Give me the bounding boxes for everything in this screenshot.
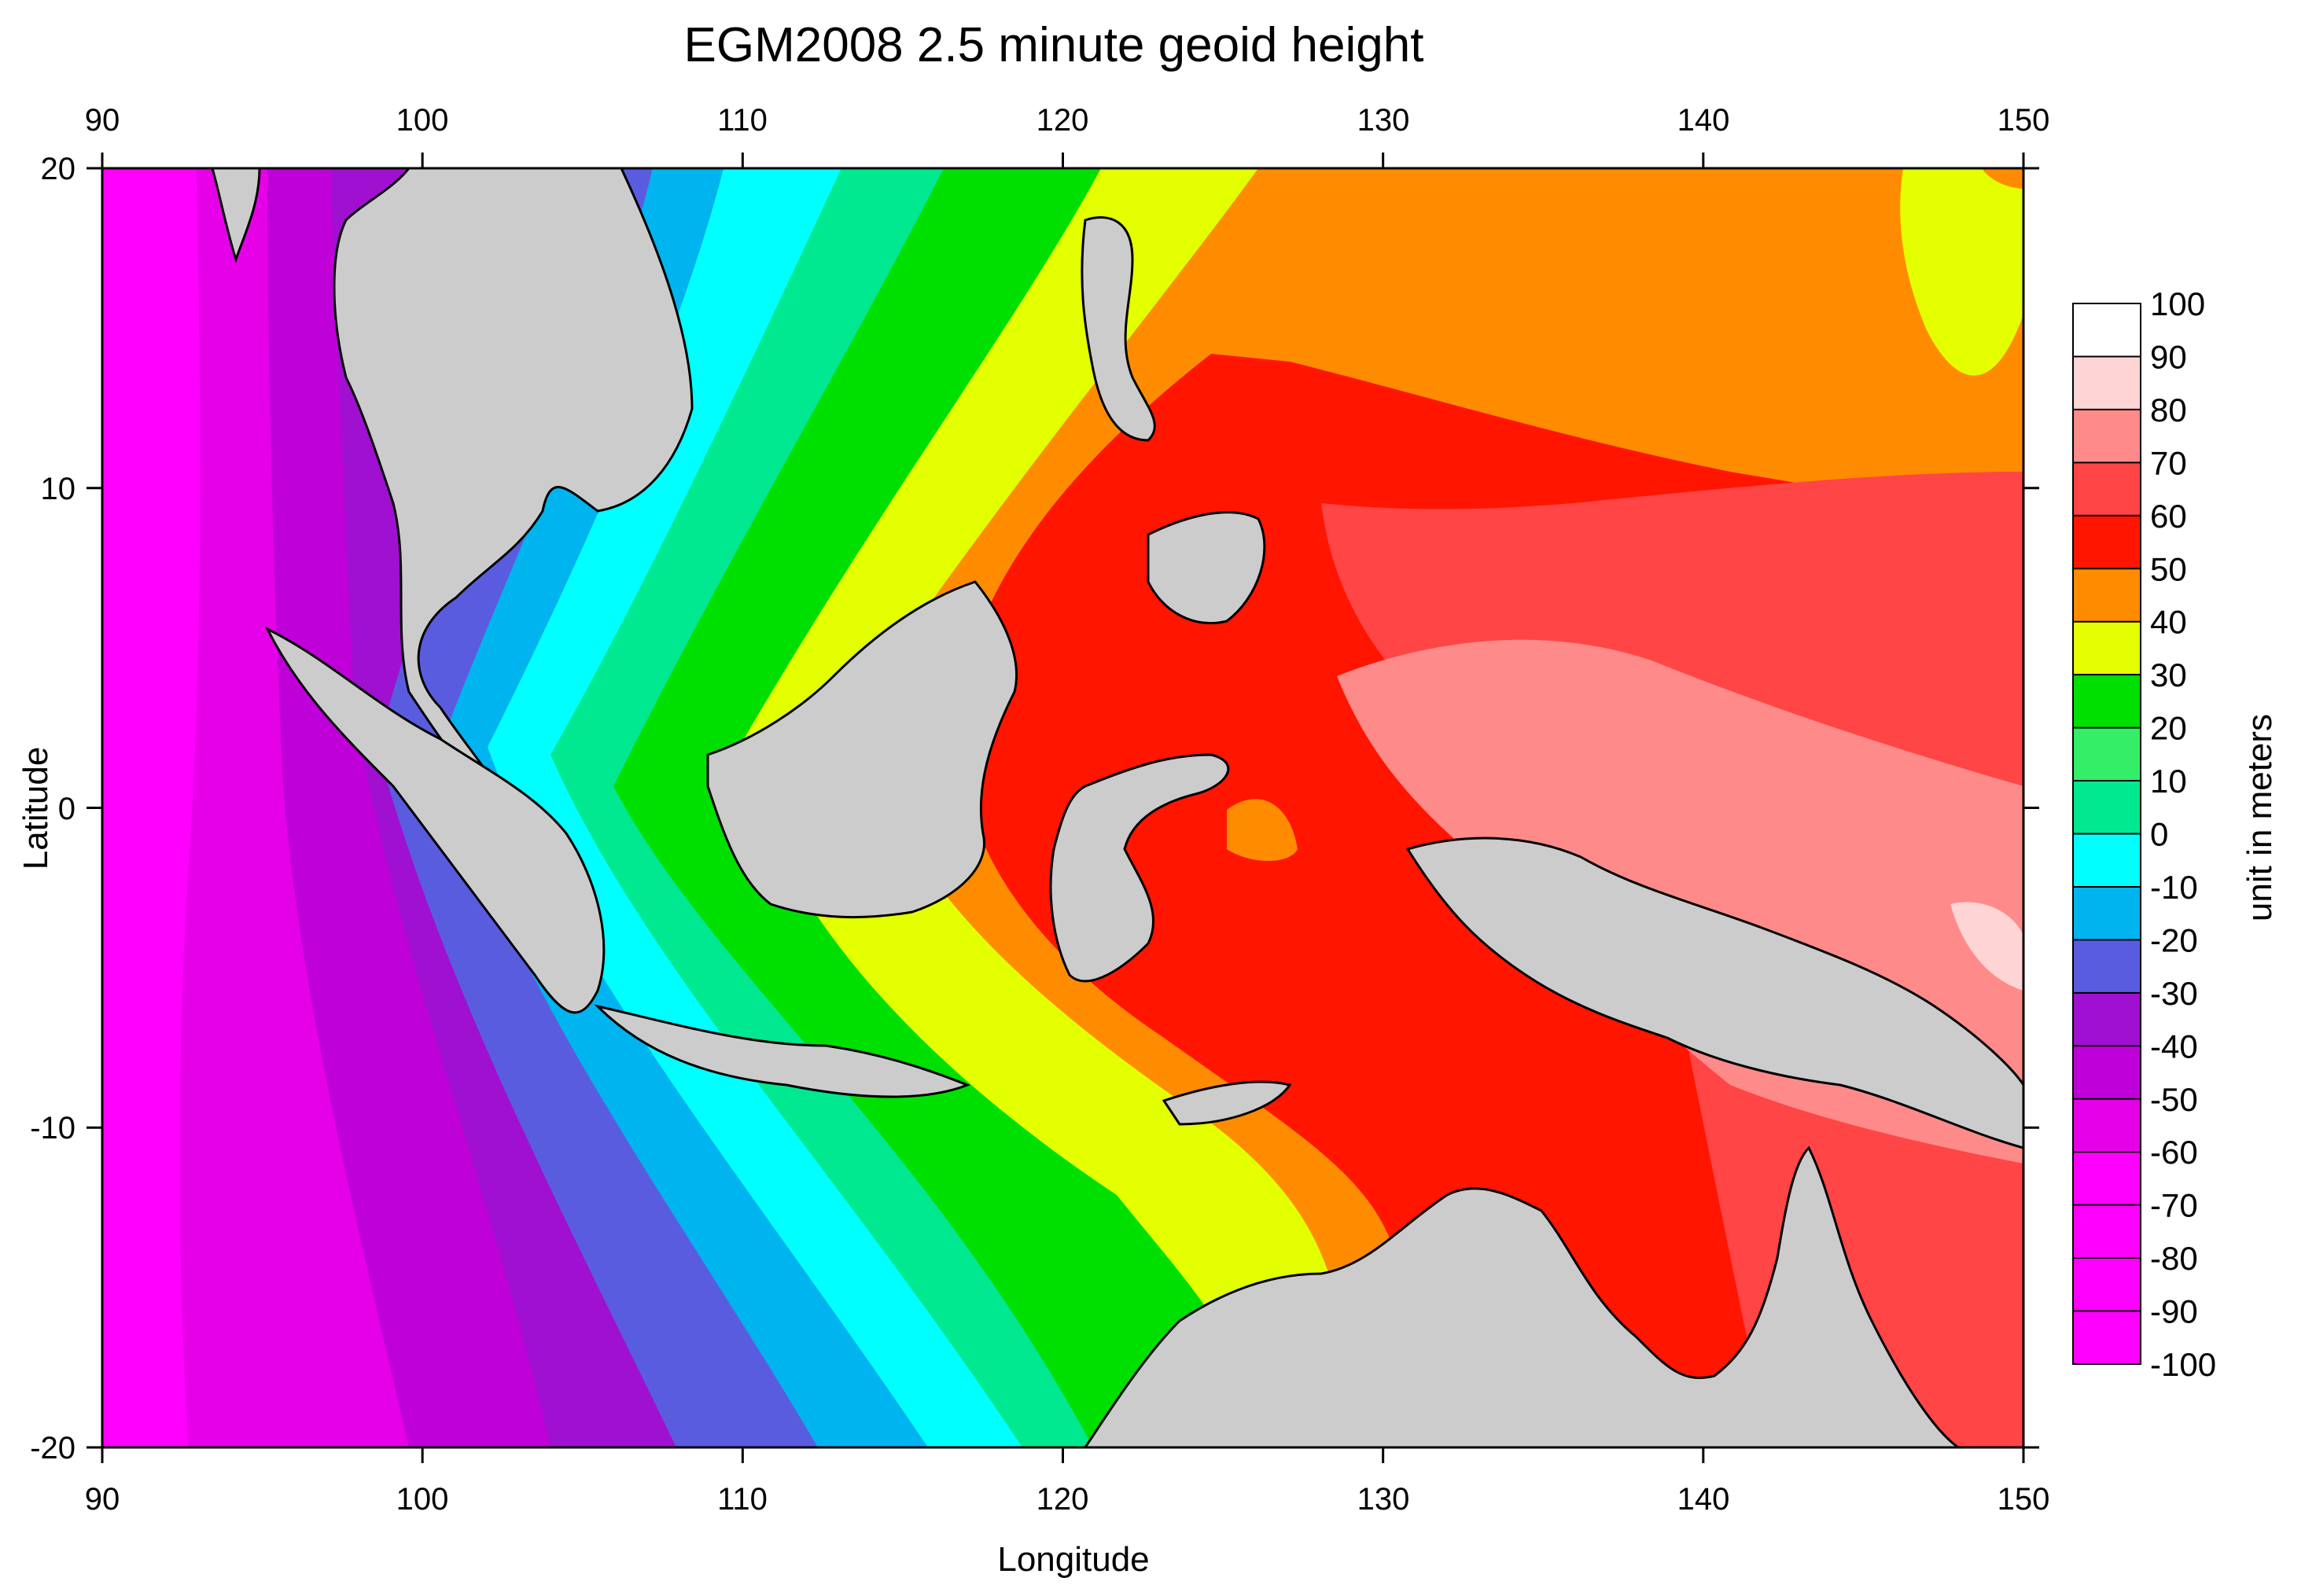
x-tick-label-bottom: 150	[1998, 1482, 2050, 1517]
land-sulawesi	[1049, 753, 1230, 983]
colorbar-tick-label: 100	[2150, 285, 2205, 322]
colorbar-swatch	[2073, 781, 2141, 834]
colorbar-swatch	[2073, 568, 2141, 623]
colorbar-swatch	[2073, 621, 2141, 675]
colorbar-tick-label: -40	[2150, 1028, 2198, 1065]
colorbar-tick-label: 30	[2150, 656, 2187, 693]
y-tick-label: -20	[30, 1431, 75, 1465]
x-tick-label-top: 110	[717, 103, 768, 138]
colorbar-swatch	[2073, 727, 2141, 781]
y-axis-label: Latitude	[17, 747, 55, 870]
land-masses	[211, 168, 2023, 1447]
colorbar-tick-label: 0	[2150, 816, 2168, 853]
colorbar-swatch	[2073, 1311, 2141, 1365]
x-tick-label-bottom: 120	[1037, 1482, 1089, 1517]
x-tick-labels-bottom: 90 100 110 120 130 140 150	[85, 1482, 2050, 1517]
colorbar-tick-label: -30	[2150, 975, 2198, 1012]
colorbar: 1009080706050403020100-10-20-30-40-50-60…	[2072, 285, 2216, 1383]
x-tick-label-bottom: 110	[717, 1482, 768, 1517]
colorbar-swatch	[2073, 992, 2141, 1046]
x-tick-label-top: 90	[85, 103, 120, 138]
colorbar-swatch	[2073, 886, 2141, 940]
colorbar-swatch	[2073, 1204, 2141, 1259]
colorbar-swatch	[2073, 1046, 2141, 1100]
colorbar-tick-label: -60	[2150, 1134, 2198, 1171]
colorbar-swatch	[2073, 462, 2141, 517]
colorbar-swatch	[2073, 1258, 2141, 1312]
colorbar-tick-label: 70	[2150, 444, 2187, 481]
land-timor	[1162, 1080, 1292, 1126]
y-tick-label: 0	[58, 792, 75, 826]
land-new-guinea	[1405, 837, 2023, 1149]
x-tick-label-bottom: 130	[1357, 1482, 1410, 1517]
axis-ticks	[87, 153, 2039, 1463]
colorbar-tick-label: -10	[2150, 869, 2198, 906]
colorbar-tick-label: -80	[2150, 1240, 2198, 1277]
colorbar-swatch	[2073, 1098, 2141, 1153]
colorbar-swatch	[2073, 1152, 2141, 1206]
colorbar-tick-label: -100	[2150, 1346, 2216, 1383]
colorbar-frame	[2072, 303, 2141, 1365]
geoid-band-30-ne	[1900, 168, 2023, 376]
colorbar-swatch	[2073, 409, 2141, 463]
x-tick-labels-top: 90 100 110 120 130 140 150	[85, 103, 2050, 138]
land-sumatra	[264, 626, 606, 1014]
colorbar-swatch	[2073, 356, 2141, 410]
x-tick-label-top: 120	[1037, 103, 1089, 138]
geoid-band-40-ne	[1982, 168, 2023, 189]
geoid-band-40-lens	[1227, 799, 1298, 861]
colorbar-tick-label: -90	[2150, 1293, 2198, 1330]
colorbar-swatch	[2073, 833, 2141, 888]
land-borneo	[706, 580, 1018, 919]
map-plot-area	[102, 168, 2023, 1447]
land-luzon	[1081, 216, 1156, 442]
colorbar-tick-label: 90	[2150, 338, 2187, 375]
colorbar-label: unit in meters	[2241, 714, 2279, 921]
colorbar-tick-label: 50	[2150, 550, 2187, 587]
colorbar-tick-label: -20	[2150, 921, 2198, 958]
colorbar-swatch	[2073, 515, 2141, 569]
land-australia	[1084, 1146, 1961, 1447]
x-tick-label-top: 150	[1998, 103, 2050, 138]
colorbar-swatch	[2073, 940, 2141, 994]
x-tick-label-bottom: 90	[85, 1482, 120, 1517]
land-java	[594, 1004, 971, 1098]
x-tick-label-bottom: 100	[396, 1482, 449, 1517]
colorbar-tick-label: 20	[2150, 710, 2187, 747]
x-tick-label-top: 100	[396, 103, 449, 138]
colorbar-tick-label: 40	[2150, 604, 2187, 641]
x-axis-label: Longitude	[997, 1540, 1149, 1579]
map-title: EGM2008 2.5 minute geoid height	[684, 18, 1424, 72]
colorbar-tick-label: -70	[2150, 1187, 2198, 1224]
colorbar-swatch	[2073, 675, 2141, 729]
geoid-band-80	[1950, 902, 2023, 991]
x-tick-label-top: 130	[1357, 103, 1410, 138]
y-tick-labels: 20 10 0 -10 -20	[30, 152, 75, 1465]
y-tick-label: 20	[41, 152, 76, 186]
colorbar-tick-label: -50	[2150, 1081, 2198, 1118]
land-mindanao	[1147, 511, 1266, 625]
x-tick-label-top: 140	[1677, 103, 1730, 138]
x-tick-label-bottom: 140	[1677, 1482, 1730, 1517]
colorbar-tick-label: 60	[2150, 498, 2187, 535]
y-tick-label: -10	[30, 1111, 75, 1146]
y-tick-label: 10	[41, 472, 76, 506]
colorbar-tick-label: 10	[2150, 763, 2187, 800]
colorbar-tick-label: 80	[2150, 392, 2187, 428]
colorbar-swatch	[2073, 303, 2141, 357]
